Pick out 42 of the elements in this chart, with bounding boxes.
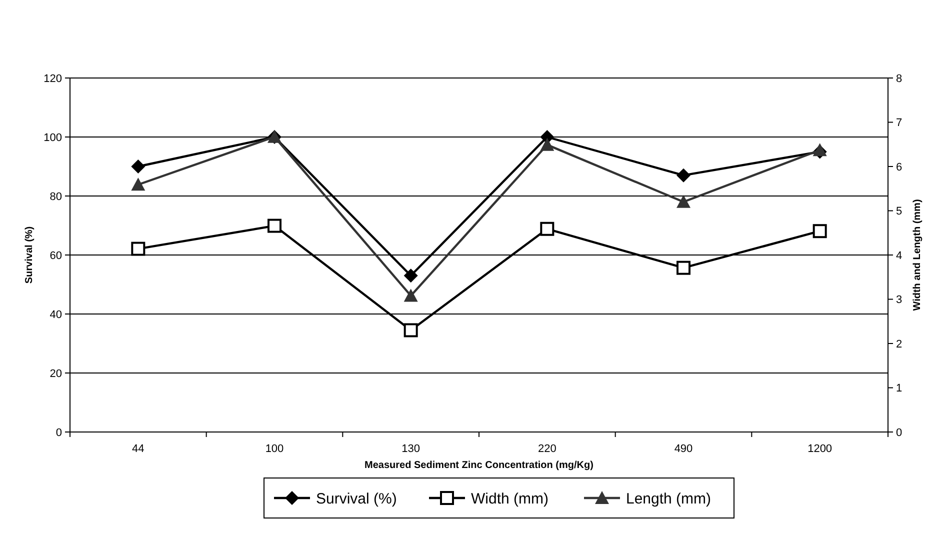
point (812, 143, 827, 156)
point (540, 138, 554, 151)
x-tick-label: 490 (674, 443, 693, 455)
y-tick-label: 80 (50, 190, 62, 203)
x-tick-label: 220 (538, 443, 556, 455)
point (131, 242, 146, 256)
x-tick-label: 130 (402, 443, 420, 455)
point (131, 178, 146, 191)
y2-tick-label: 4 (896, 250, 902, 262)
y2-tick-label: 0 (896, 426, 902, 439)
y-tick-label: 0 (56, 426, 62, 439)
y2-tick-label: 6 (896, 161, 902, 174)
y2-axis-title: Width and Length (mm) (912, 199, 923, 311)
y-tick-label: 100 (44, 132, 62, 144)
point (131, 160, 146, 174)
point (404, 323, 418, 338)
point (268, 218, 282, 233)
point (812, 224, 827, 238)
point (676, 194, 690, 208)
point (676, 168, 690, 182)
y2-tick-label: 1 (896, 382, 902, 395)
point (676, 260, 690, 275)
y-tick-label: 120 (44, 72, 62, 85)
y-tick-label: 40 (50, 308, 62, 321)
y2-tick-label: 3 (896, 294, 902, 306)
y-tick-label: 20 (50, 368, 62, 380)
y-axis-title: Survival (%) (24, 226, 35, 284)
y2-tick-label: 8 (896, 72, 902, 85)
legend-label: Width (mm) (471, 490, 548, 508)
y2-tick-label: 7 (896, 117, 902, 130)
x-tick-label: 1200 (808, 443, 832, 455)
legend-label: Survival (%) (316, 490, 397, 508)
x-tick-label: 44 (132, 443, 144, 455)
y2-tick-label: 5 (896, 206, 902, 218)
y-tick-label: 60 (50, 250, 62, 262)
point (404, 268, 418, 283)
point (404, 288, 418, 302)
x-axis-title: Measured Sediment Zinc Concentration (mg/Kg) (364, 460, 594, 471)
x-tick-label: 100 (265, 443, 284, 455)
y2-tick-label: 2 (896, 338, 902, 350)
legend-label: Length (mm) (626, 490, 712, 508)
point (540, 222, 554, 236)
